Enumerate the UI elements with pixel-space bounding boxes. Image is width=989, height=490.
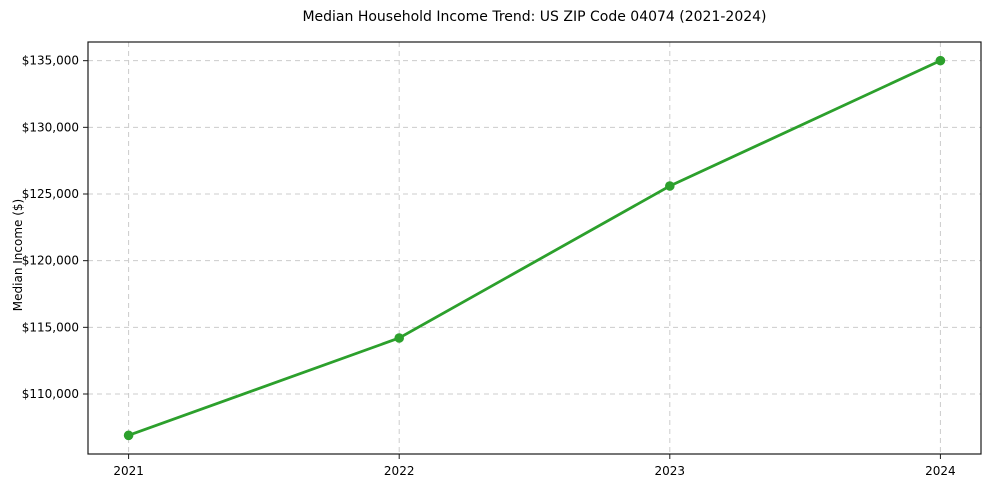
x-tick-label: 2024: [925, 464, 956, 478]
x-tick-label: 2021: [113, 464, 144, 478]
trend-line: [127, 59, 942, 437]
x-tick-label: 2023: [655, 464, 686, 478]
data-point: [665, 181, 675, 191]
y-tick-label: $110,000: [22, 387, 79, 401]
y-tick-label: $130,000: [22, 120, 79, 134]
data-point: [394, 333, 404, 343]
data-point: [935, 55, 946, 66]
y-tick-label: $125,000: [22, 187, 79, 201]
y-tick-label: $120,000: [22, 254, 79, 268]
x-tick-label: 2022: [384, 464, 415, 478]
chart-title: Median Household Income Trend: US ZIP Co…: [302, 9, 767, 25]
data-point: [123, 430, 134, 441]
y-tick-label: $115,000: [22, 320, 79, 334]
plot-border: [87, 41, 982, 455]
y-tick-label: $135,000: [22, 54, 79, 68]
